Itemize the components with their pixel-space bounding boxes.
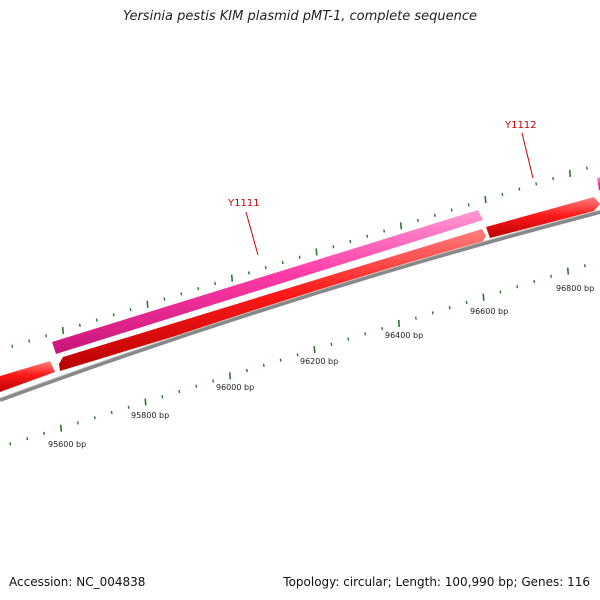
inner-major-tick [59,424,63,432]
gene-label-y1111[interactable]: Y1111 [227,198,260,209]
outer-minor-tick [197,287,200,291]
scale-label-95800: 95800 bp [131,411,169,420]
inner-minor-tick [414,316,417,320]
inner-major-tick [313,346,316,354]
outer-minor-tick [28,339,31,343]
inner-minor-tick [161,395,164,399]
gene-middle-red-arrow[interactable] [59,229,486,371]
inner-minor-tick [43,431,46,436]
gene-label-y1112[interactable]: Y1112 [504,120,537,131]
inner-minor-tick [583,264,586,268]
inner-minor-tick [245,368,248,373]
gene-features [0,177,600,392]
outer-minor-tick [349,239,352,244]
inner-minor-tick [296,353,299,357]
outer-minor-tick [214,281,217,286]
outer-major-tick [568,169,572,177]
outer-minor-tick [281,260,284,265]
outer-major-tick [399,222,403,230]
outer-major-tick [146,300,149,308]
inner-minor-tick [93,416,96,420]
inner-minor-tick [178,389,181,394]
outer-minor-tick [163,297,166,301]
scale-label-96800: 96800 bp [556,284,594,293]
inner-major-tick [482,293,485,301]
plasmid-backbone-highlight [0,209,600,399]
inner-minor-tick [448,306,451,310]
scale-label-96000: 96000 bp [216,383,254,392]
scale-label-96200: 96200 bp [300,357,338,366]
gene-left-red-arrow[interactable] [0,361,55,392]
map-title: Yersinia pestis KIM plasmid pMT-1, compl… [122,9,478,24]
inner-major-tick [566,267,570,275]
outer-minor-tick [383,229,386,233]
inner-minor-tick [262,363,265,367]
outer-minor-tick [129,307,132,312]
inner-minor-tick [330,342,333,346]
outer-minor-tick [112,313,115,317]
outer-minor-tick [332,245,335,249]
outer-minor-tick [535,182,538,186]
inner-minor-tick [279,358,282,362]
inner-minor-tick [26,437,29,441]
outer-minor-tick [298,255,301,259]
outer-minor-tick [501,192,504,196]
topology-info: Topology: circular; Length: 100,990 bp; … [283,575,590,589]
outer-minor-tick [95,318,98,322]
outer-major-tick [484,196,487,204]
inner-minor-tick [465,300,468,305]
plasmid-backbone [0,210,600,402]
outer-major-tick [315,248,318,256]
scale-label-96400: 96400 bp [385,331,423,340]
outer-minor-tick [416,218,419,223]
outer-minor-tick [264,266,267,270]
outer-minor-tick [45,334,48,338]
outer-minor-tick [450,208,453,212]
scale-label-96600: 96600 bp [470,307,508,316]
inner-minor-tick [431,311,434,315]
outer-minor-tick [433,213,436,217]
gene-y1112-arrow[interactable] [597,177,600,190]
inner-minor-tick [381,327,384,331]
outer-major-tick [230,274,234,282]
accession-label: Accession: [9,575,73,589]
scale-label-95600: 95600 bp [48,440,86,449]
inner-minor-tick [127,405,130,409]
gene-right-red-arrow[interactable] [486,197,600,238]
inner-major-tick [397,319,401,327]
outer-minor-tick [467,203,470,207]
accession-info: Accession: NC_004838 [9,575,145,589]
outer-minor-tick [180,292,183,296]
inner-minor-tick [516,285,519,289]
inner-minor-tick [533,279,536,284]
inner-minor-tick [364,332,367,336]
inner-minor-tick [9,442,12,446]
inner-minor-tick [347,337,350,341]
inner-minor-tick [110,410,113,415]
inner-major-tick [144,398,147,406]
inner-minor-tick [76,421,79,425]
gene-y1111-arrow[interactable] [52,210,483,354]
inner-minor-tick [550,274,553,278]
inner-minor-tick [499,290,502,294]
gene-label-line-y1112 [521,132,534,179]
outer-minor-tick [11,344,14,348]
outer-minor-tick [518,187,521,191]
outer-minor-tick [585,166,588,170]
gene-label-line-y1111 [245,211,259,256]
outer-minor-tick [78,323,81,327]
outer-major-tick [61,326,65,335]
inner-major-tick [228,372,232,380]
outer-minor-tick [552,176,555,181]
outer-minor-tick [366,234,369,238]
inner-minor-tick [212,379,215,383]
accession-number: NC_004838 [76,575,146,589]
inner-minor-tick [195,384,198,388]
inner-tick-marks [9,264,586,446]
outer-tick-marks [11,166,588,348]
outer-minor-tick [247,271,250,275]
